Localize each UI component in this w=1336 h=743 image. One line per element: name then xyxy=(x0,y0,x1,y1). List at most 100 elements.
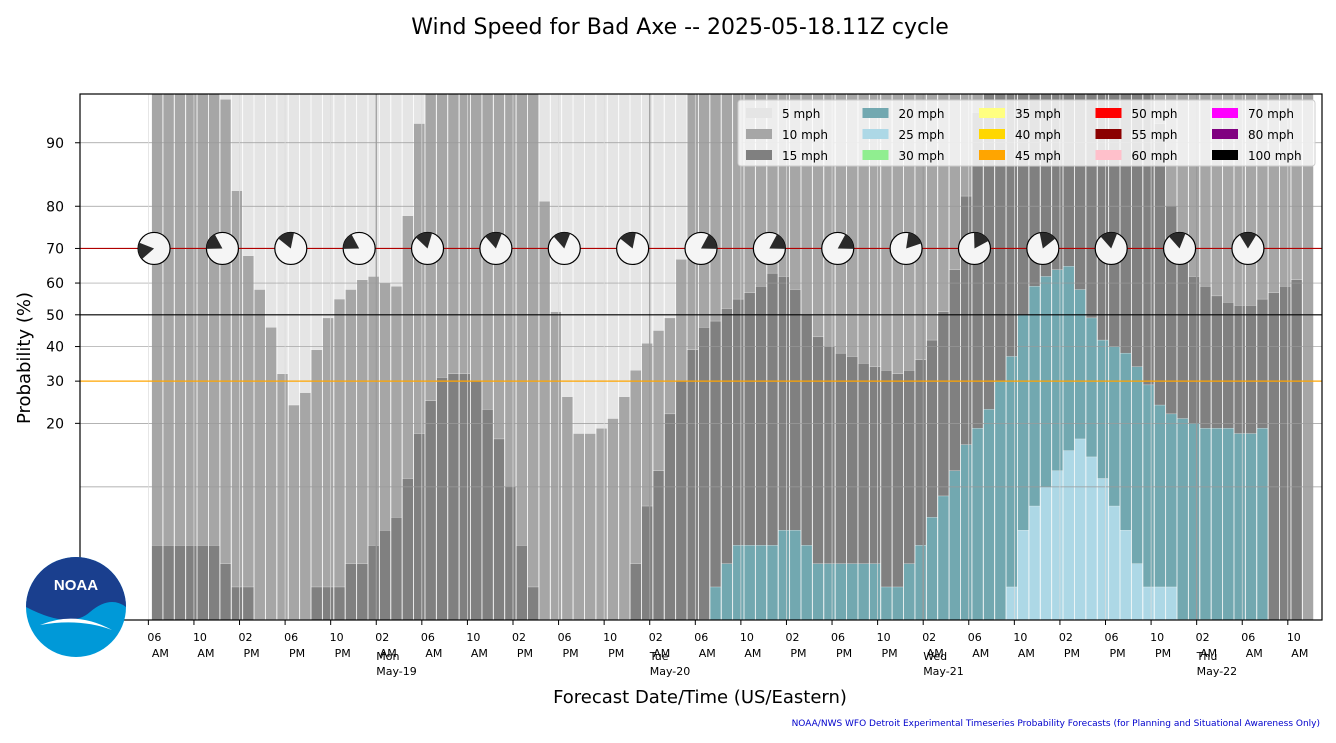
x-tick-ampm-8: PM xyxy=(517,647,533,660)
wind-direction-icon-5 xyxy=(479,231,513,266)
wind-direction-icon-14 xyxy=(1094,231,1128,266)
x-tick-time-25: 10 xyxy=(1287,631,1301,644)
wind-direction-icon-6 xyxy=(547,231,581,266)
x-tick-ampm-11: AM xyxy=(653,647,670,660)
y-tick-label-80: 80 xyxy=(46,199,64,215)
x-tick-ampm-2: PM xyxy=(243,647,259,660)
bar-20-mph-96 xyxy=(1245,433,1257,621)
bar-15-mph-8 xyxy=(242,586,254,621)
bar-20-mph-93 xyxy=(1211,428,1223,621)
x-tick-ampm-19: AM xyxy=(1018,647,1035,660)
x-tick-ampm-12: AM xyxy=(699,647,716,660)
y-tick-label-60: 60 xyxy=(46,276,64,292)
x-tick-time-0: 06 xyxy=(147,631,161,644)
legend-label-6: 35 mph xyxy=(1015,107,1061,121)
wind-direction-icon-9 xyxy=(752,231,786,266)
bar-15-mph-1 xyxy=(163,545,175,621)
legend-swatch-7 xyxy=(979,129,1005,139)
x-tick-time-21: 06 xyxy=(1105,631,1119,644)
x-tick-ampm-1: AM xyxy=(197,647,214,660)
bar-15-mph-32 xyxy=(516,545,528,621)
x-tick-day-17: Wed xyxy=(923,650,947,663)
legend-swatch-10 xyxy=(1095,129,1122,139)
x-tick-ampm-22: PM xyxy=(1155,647,1171,660)
legend-swatch-5 xyxy=(862,150,889,160)
bar-15-mph-15 xyxy=(322,586,334,621)
x-tick-time-10: 10 xyxy=(603,631,617,644)
bar-10-mph-101 xyxy=(1302,93,1314,621)
bar-15-mph-7 xyxy=(231,586,243,621)
y-axis-label: Probability (%) xyxy=(14,292,35,424)
bar-15-mph-0 xyxy=(151,545,163,621)
bar-20-mph-53 xyxy=(755,545,767,621)
bar-20-mph-54 xyxy=(766,545,779,621)
bar-20-mph-65 xyxy=(892,586,904,621)
bar-15-mph-47 xyxy=(687,349,699,621)
legend-swatch-0 xyxy=(746,108,772,118)
legend-label-1: 10 mph xyxy=(782,128,828,142)
bar-15-mph-16 xyxy=(333,586,346,621)
x-tick-ampm-16: PM xyxy=(882,647,898,660)
y-tick-label-70: 70 xyxy=(46,241,64,257)
x-tick-ampm-23: AM xyxy=(1200,647,1217,660)
x-tick-time-23: 02 xyxy=(1196,631,1210,644)
bar-20-mph-94 xyxy=(1222,428,1234,621)
bar-15-mph-24 xyxy=(425,400,437,621)
bar-10-mph-12 xyxy=(288,404,300,621)
x-tick-time-14: 02 xyxy=(785,631,799,644)
bar-10-mph-4 xyxy=(197,93,209,621)
bar-20-mph-60 xyxy=(835,563,847,621)
x-tick-time-5: 02 xyxy=(375,631,389,644)
bar-20-mph-87 xyxy=(1142,384,1155,621)
bar-15-mph-14 xyxy=(311,586,323,621)
wind-direction-icon-10 xyxy=(821,231,855,266)
x-tick-ampm-4: PM xyxy=(335,647,351,660)
x-tick-time-22: 10 xyxy=(1150,631,1164,644)
bar-15-mph-98 xyxy=(1268,292,1280,621)
wind-direction-icon-1 xyxy=(205,231,240,266)
bar-10-mph-34 xyxy=(539,201,551,621)
x-tick-time-17: 02 xyxy=(922,631,936,644)
legend-label-2: 15 mph xyxy=(782,149,828,163)
bar-20-mph-73 xyxy=(983,409,995,621)
bar-15-mph-20 xyxy=(379,530,391,621)
bar-25-mph-81 xyxy=(1074,438,1086,621)
noaa-logo: NOAA xyxy=(26,557,126,657)
wind-direction-icon-3 xyxy=(342,231,376,266)
bar-10-mph-0 xyxy=(151,93,163,621)
legend-label-7: 40 mph xyxy=(1015,128,1061,142)
legend-swatch-3 xyxy=(862,108,889,118)
bar-20-mph-71 xyxy=(960,444,972,621)
x-tick-ampm-13: AM xyxy=(744,647,761,660)
bar-10-mph-1 xyxy=(163,93,175,621)
x-axis-label: Forecast Date/Time (US/Eastern) xyxy=(553,687,847,708)
bar-15-mph-31 xyxy=(504,486,516,621)
bar-15-mph-49 xyxy=(709,320,722,621)
x-tick-time-3: 06 xyxy=(284,631,298,644)
bar-15-mph-28 xyxy=(470,380,482,621)
bar-20-mph-70 xyxy=(949,470,961,621)
legend-swatch-14 xyxy=(1212,150,1238,160)
x-tick-time-16: 10 xyxy=(877,631,891,644)
x-tick-day-23: Thu xyxy=(1196,650,1218,663)
bar-15-mph-99 xyxy=(1279,286,1291,621)
x-tick-ampm-14: PM xyxy=(790,647,806,660)
bar-15-mph-23 xyxy=(413,433,425,621)
x-tick-ampm-9: PM xyxy=(563,647,579,660)
bar-20-mph-62 xyxy=(858,563,870,621)
wind-direction-icon-4 xyxy=(410,231,445,266)
bar-25-mph-86 xyxy=(1131,563,1143,621)
y-tick-label-30: 30 xyxy=(46,374,64,390)
x-tick-time-12: 06 xyxy=(694,631,708,644)
x-tick-time-13: 10 xyxy=(740,631,754,644)
x-tick-date-11: May-20 xyxy=(650,665,691,678)
bar-10-mph-15 xyxy=(322,317,334,621)
x-tick-time-6: 06 xyxy=(421,631,435,644)
bar-25-mph-75 xyxy=(1006,586,1018,621)
bar-20-mph-67 xyxy=(915,545,927,621)
y-tick-label-40: 40 xyxy=(46,340,64,356)
bar-20-mph-49 xyxy=(709,586,722,621)
bar-10-mph-35 xyxy=(550,311,562,621)
x-tick-time-24: 06 xyxy=(1241,631,1255,644)
